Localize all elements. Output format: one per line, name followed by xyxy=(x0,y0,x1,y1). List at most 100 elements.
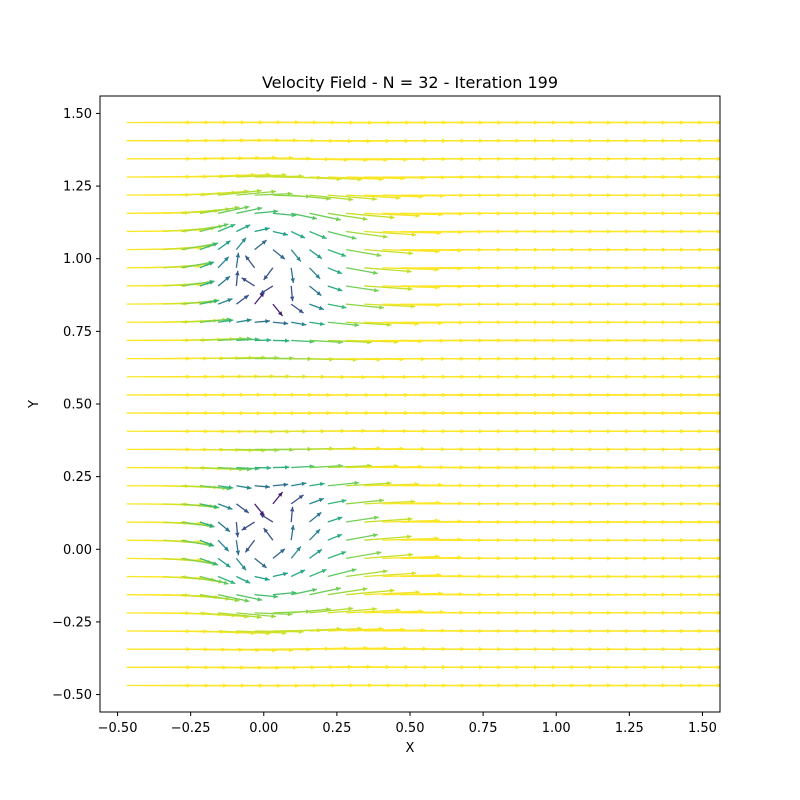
velocity-arrow xyxy=(291,194,331,200)
velocity-arrow-head xyxy=(264,576,270,582)
velocity-arrow-head xyxy=(213,299,219,304)
x-tick-label: 0.50 xyxy=(396,721,425,736)
velocity-arrow-head xyxy=(408,552,414,558)
velocity-arrow-head xyxy=(389,588,395,593)
velocity-arrow xyxy=(163,245,213,251)
velocity-arrow xyxy=(218,612,262,619)
velocity-arrow xyxy=(199,594,240,602)
velocity-arrow-head xyxy=(300,569,306,574)
velocity-arrow-head xyxy=(235,270,240,276)
velocity-arrow-head xyxy=(227,298,233,303)
velocity-arrow-head xyxy=(341,252,347,257)
y-tick-label: 1.25 xyxy=(63,180,92,195)
velocity-arrow-head xyxy=(257,597,263,602)
y-tick-label: 0.75 xyxy=(63,325,92,340)
velocity-arrow-head xyxy=(290,525,295,530)
velocity-arrow xyxy=(327,481,360,487)
velocity-arrow xyxy=(218,337,252,342)
velocity-arrow-head xyxy=(257,614,262,620)
velocity-arrow-head xyxy=(341,304,347,310)
velocity-arrow-head xyxy=(278,311,283,316)
velocity-arrow-head xyxy=(284,465,290,470)
velocity-arrow xyxy=(254,612,293,615)
velocity-arrow xyxy=(218,630,271,635)
velocity-arrow-head xyxy=(209,280,215,285)
velocity-arrow xyxy=(364,518,413,523)
velocity-arrow xyxy=(382,555,440,560)
velocity-arrow-head xyxy=(362,587,368,592)
velocity-arrow-head xyxy=(298,494,304,500)
velocity-arrow-head xyxy=(321,234,327,239)
velocity-arrow-head xyxy=(301,321,307,327)
velocity-arrow-head xyxy=(336,269,342,274)
velocity-arrow-head xyxy=(243,295,249,300)
velocity-arrow-head xyxy=(348,606,354,611)
velocity-arrow xyxy=(181,539,214,547)
velocity-arrow-head xyxy=(228,318,234,323)
velocity-arrow-head xyxy=(296,546,301,552)
velocity-arrow-head xyxy=(284,338,290,343)
velocity-arrow xyxy=(181,557,218,566)
velocity-arrow-head xyxy=(407,516,413,522)
velocity-arrow-head xyxy=(271,614,277,619)
velocity-arrow xyxy=(199,223,229,233)
velocity-arrow xyxy=(382,285,440,289)
velocity-arrow xyxy=(236,190,277,196)
y-tick-label: −0.50 xyxy=(52,688,92,703)
velocity-arrow xyxy=(364,267,412,273)
velocity-arrow xyxy=(364,321,420,325)
velocity-arrow-head xyxy=(278,492,283,497)
y-tick-label: 1.50 xyxy=(63,107,92,122)
velocity-arrow-head xyxy=(265,319,270,324)
velocity-arrow xyxy=(327,628,384,632)
velocity-arrow-head xyxy=(244,205,250,210)
velocity-arrow-head xyxy=(209,542,215,547)
velocity-arrow xyxy=(345,248,382,257)
y-axis: −0.50 −0.25 0.00 0.25 0.50 0.75 1.00 1.25 1.50 xyxy=(52,107,100,703)
velocity-arrow xyxy=(364,591,421,596)
velocity-arrow xyxy=(364,212,421,217)
velocity-arrow-head xyxy=(341,498,347,504)
quiver-arrows xyxy=(126,120,720,688)
velocity-arrow-head xyxy=(319,481,325,487)
velocity-arrow xyxy=(364,483,420,487)
velocity-arrow xyxy=(345,589,395,596)
velocity-arrow-head xyxy=(225,240,231,246)
velocity-arrow xyxy=(218,466,252,471)
velocity-arrow xyxy=(181,261,214,269)
velocity-arrow xyxy=(345,499,385,505)
velocity-arrow-head xyxy=(362,216,368,221)
velocity-arrow xyxy=(382,248,440,253)
x-tick-label: −0.50 xyxy=(98,721,138,736)
velocity-arrow-head xyxy=(241,277,247,283)
velocity-arrow xyxy=(327,608,377,614)
velocity-arrow xyxy=(309,587,341,596)
velocity-arrow xyxy=(327,176,384,180)
velocity-arrow-head xyxy=(411,571,417,576)
velocity-arrow-head xyxy=(296,256,301,262)
velocity-arrow-head xyxy=(290,278,295,283)
velocity-arrow-head xyxy=(245,224,251,229)
velocity-arrow xyxy=(382,519,440,523)
velocity-arrow-head xyxy=(351,235,357,240)
velocity-arrow-head xyxy=(245,579,251,584)
velocity-arrow-head xyxy=(259,289,265,295)
velocity-arrow-head xyxy=(235,532,240,538)
velocity-arrow xyxy=(327,339,372,344)
velocity-arrow-head xyxy=(283,482,289,487)
velocity-arrow xyxy=(382,230,442,234)
velocity-arrow xyxy=(327,568,357,578)
velocity-arrow xyxy=(345,570,388,578)
velocity-arrow-head xyxy=(257,206,263,211)
velocity-arrow-head xyxy=(265,484,270,489)
velocity-arrow-head xyxy=(316,291,322,296)
velocity-arrow-head xyxy=(230,224,236,229)
velocity-arrow-head xyxy=(318,498,324,503)
velocity-arrow-head xyxy=(257,188,262,194)
y-tick-label: 0.00 xyxy=(63,543,92,558)
velocity-arrow xyxy=(236,612,277,618)
velocity-arrow-head xyxy=(337,287,343,292)
velocity-arrow xyxy=(199,612,249,618)
velocity-arrow-head xyxy=(243,508,249,513)
velocity-arrow-head xyxy=(382,234,388,239)
